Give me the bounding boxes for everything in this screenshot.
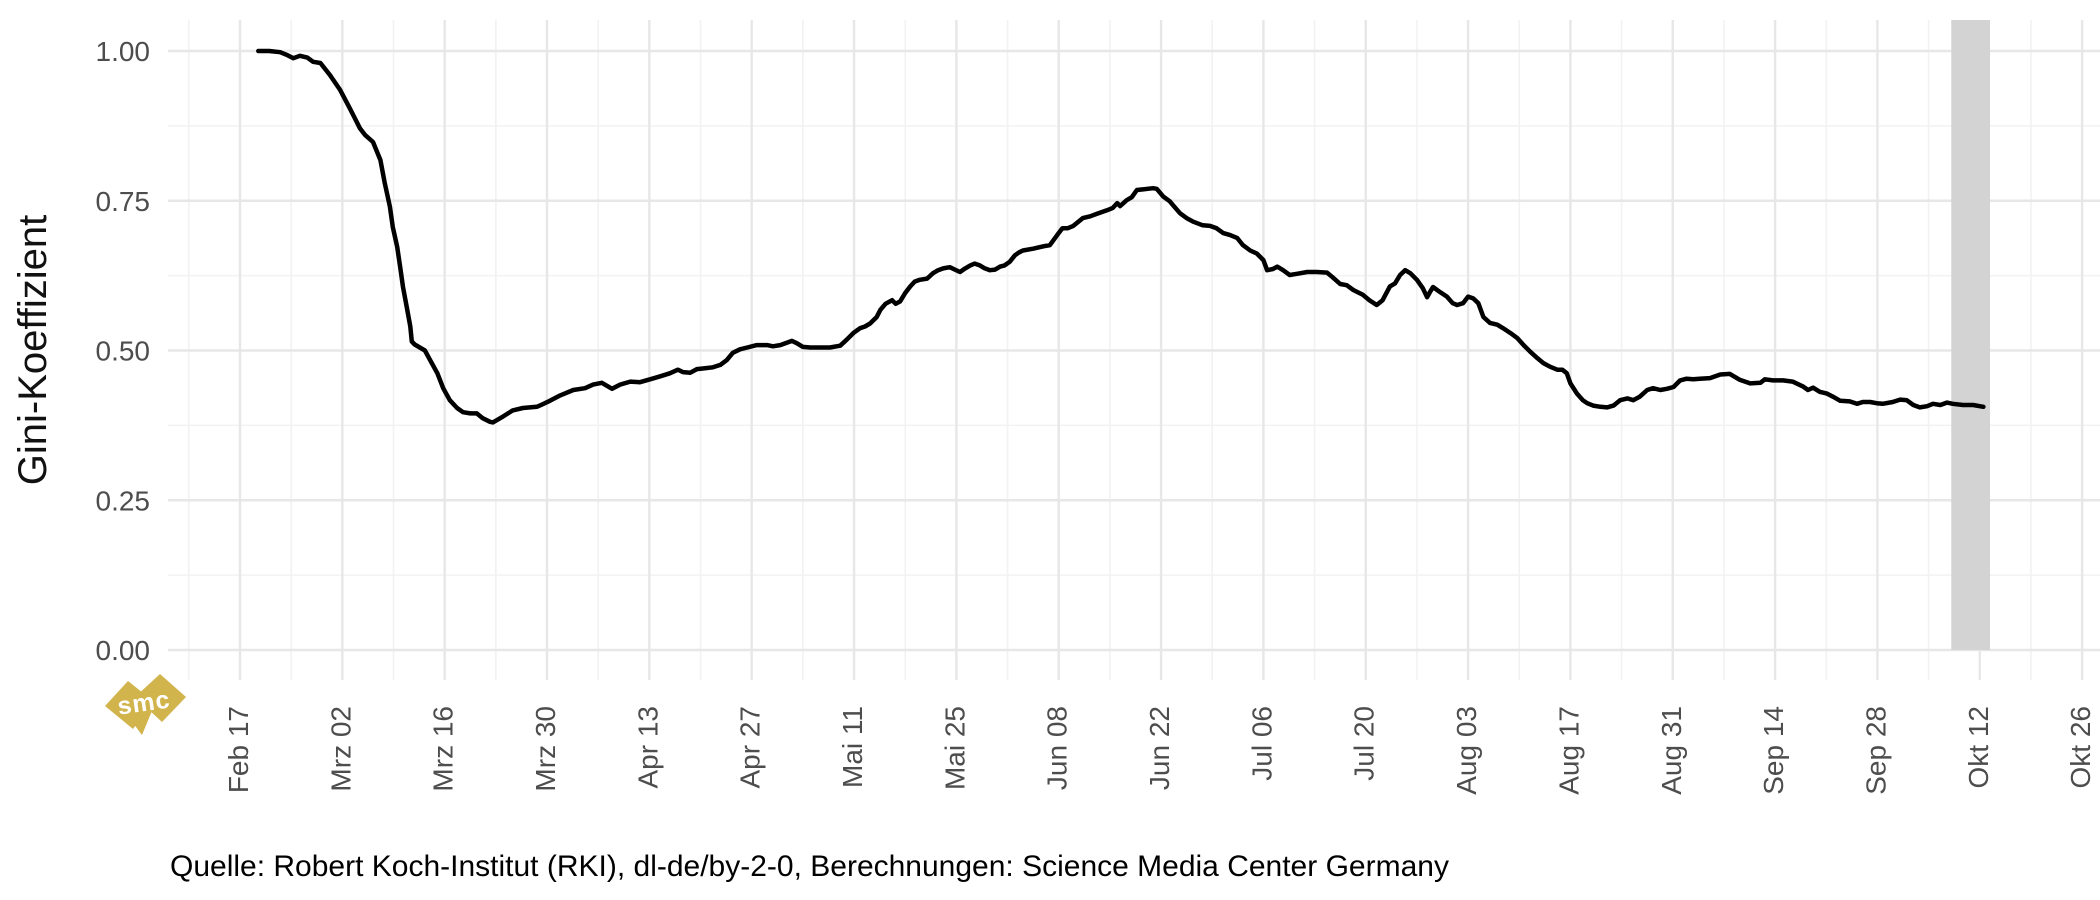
x-tick-label: Apr 27 [735,706,766,789]
x-tick-label: Sep 14 [1758,706,1789,795]
x-tick-label: Okt 26 [2065,706,2096,788]
y-tick-label: 0.25 [96,485,151,516]
x-tick-label: Jun 08 [1042,706,1073,790]
x-tick-label: Feb 17 [223,706,254,793]
y-tick-label: 0.50 [96,336,151,367]
gridlines-major [168,20,2100,680]
x-tick-label: Mrz 02 [325,706,356,792]
x-tick-label: Aug 03 [1451,706,1482,795]
y-axis-title: Gini-Koeffizient [11,215,55,486]
y-tick-label: 0.75 [96,186,151,217]
x-tick-label: Jul 20 [1349,706,1380,781]
x-tick-label: Mai 25 [939,706,970,790]
x-tick-label: Mrz 30 [530,706,561,792]
watermark-diamond-bottom [124,706,154,735]
x-tick-label: Aug 17 [1553,706,1584,795]
highlight-band [1951,20,1991,650]
x-axis-tick-labels: Feb 17 Mrz 02 Mrz 16 Mrz 30 Apr 13 Apr 27 Mai … [223,706,2096,795]
x-tick-label: Jun 22 [1144,706,1175,790]
x-tick-label: Aug 31 [1656,706,1687,795]
gini-line-series [256,48,1986,425]
y-tick-label: 1.00 [96,36,151,67]
x-tick-label: Sep 28 [1860,706,1891,795]
y-axis-tick-labels: 0.00 0.25 0.50 0.75 1.00 [96,36,151,666]
smc-watermark-logo: smc [105,674,186,735]
x-tick-label: Okt 12 [1963,706,1994,788]
watermark-diamond-right [135,674,186,722]
x-tick-label: Mrz 16 [428,706,459,792]
source-caption: Quelle: Robert Koch-Institut (RKI), dl-d… [170,850,1449,883]
x-tick-label: Jul 06 [1246,706,1277,781]
x-tick-label: Mai 11 [837,706,868,788]
x-tick-label: Apr 13 [632,706,663,789]
y-tick-label: 0.00 [96,635,151,666]
